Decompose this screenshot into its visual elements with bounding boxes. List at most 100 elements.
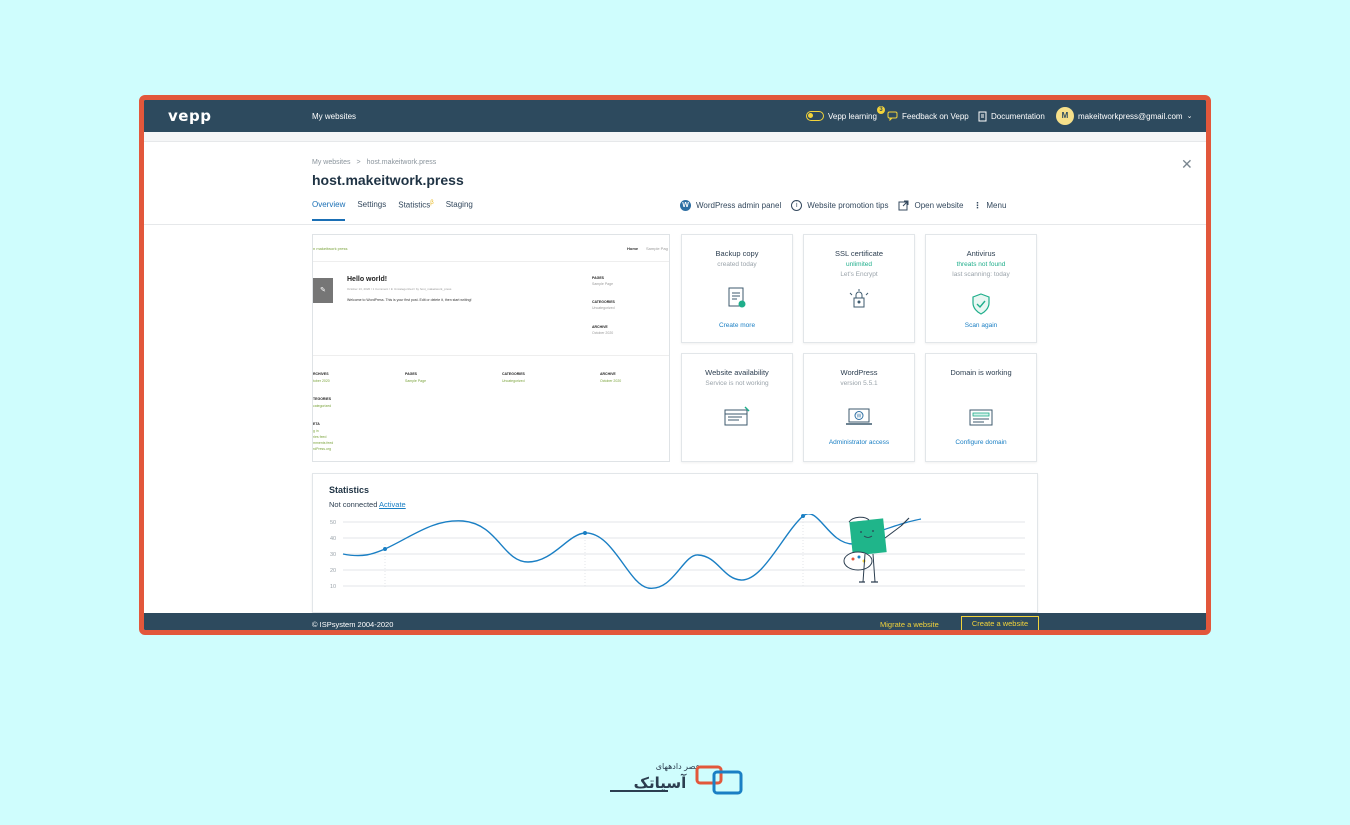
preview-footer-value: Sample Page [405,379,427,383]
wp-admin-label: WordPress admin panel [696,201,782,210]
breadcrumb-separator: > [356,159,361,166]
scan-again-link[interactable]: Scan again [964,322,998,329]
learning-toggle-icon [806,111,824,121]
wordpress-icon: W [680,200,691,211]
lock-icon [804,289,914,311]
preview-meta-heading: ETA [313,422,320,426]
create-more-link[interactable]: Create more [718,322,756,329]
preview-nav-home: Home [627,246,639,251]
preview-divider [313,355,669,356]
preview-post-title: Hello world! [347,276,388,283]
tab-settings[interactable]: Settings [357,200,387,209]
y-tick: 50 [330,520,336,526]
subheader-strip [144,132,1206,142]
card-subtitle: threats not found [956,261,1006,268]
statistics-status: Not connected Activate [329,500,406,509]
document-icon [978,111,987,122]
nav-my-websites[interactable]: My websites [312,112,357,121]
beta-mark: β [430,200,434,206]
statistics-status-text: Not connected [329,500,378,509]
ssl-card: SSL certificate unlimited Let's Encrypt [803,234,915,343]
wp-admin-button[interactable]: W WordPress admin panel [680,200,781,211]
preview-side-value: Sample Page [592,282,614,286]
chart-point [801,514,805,518]
tab-staging[interactable]: Staging [445,200,473,209]
y-tick: 10 [330,584,336,590]
learning-badge: 3 [877,106,885,114]
app-window: vepp My websites Vepp learning 3 Feedbac… [139,95,1211,635]
tab-divider [144,224,1206,225]
tab-statistics-label: Statistics [398,200,431,210]
vepp-logo[interactable]: vepp [168,107,212,125]
activate-link[interactable]: Activate [379,500,406,509]
page-title: host.makeitwork.press [312,172,464,188]
tab-overview[interactable]: Overview [312,200,346,221]
painter-mascot-illustration [843,516,910,583]
promotion-label: Website promotion tips [807,201,889,210]
breadcrumb-current: host.makeitwork.press [366,159,437,166]
feedback-button[interactable]: Feedback on Vepp [887,111,969,121]
card-subtitle: unlimited [845,261,872,268]
tab-statistics[interactable]: Statisticsβ [398,200,433,221]
availability-card: Website availability Service is not work… [681,353,793,462]
avatar: M [1056,107,1074,125]
pencil-icon: ✎ [313,278,333,303]
menu-button[interactable]: ⋮ Menu [973,201,1006,210]
preview-meta-link: g in [313,429,319,433]
preview-side-value: Uncategorized [592,306,615,310]
svg-text:W: W [857,414,862,420]
administrator-access-link[interactable]: Administrator access [828,439,890,446]
preview-side-heading: ARCHIVE [592,325,608,329]
preview-nav-sample: Sample Pag [646,246,668,251]
preview-side-value: October 2020 [592,331,614,335]
chevron-down-icon: ⌄ [1186,113,1193,120]
documentation-label: Documentation [991,112,1045,121]
preview-footer-heading: ARCHIVE [600,372,616,376]
chart-point [583,531,587,535]
card-title: Antivirus [966,249,996,258]
user-email: makeitworkpress@gmail.com [1078,111,1183,121]
preview-footer-heading: PAGES [405,372,417,376]
card-subtitle-2: last scanning: today [952,271,1010,278]
card-title: WordPress [840,368,878,377]
migrate-website-link[interactable]: Migrate a website [880,620,939,629]
copyright: © ISPsystem 2004-2020 [312,620,394,629]
tab-bar: Overview Settings Statisticsβ Staging [312,200,473,221]
user-menu[interactable]: M makeitworkpress@gmail.com ⌄ [1056,107,1192,125]
preview-post-body: Welcome to WordPress. This is your first… [347,298,472,302]
wordpress-laptop-icon: W [804,406,914,428]
promotion-tips-button[interactable]: i Website promotion tips [791,200,888,211]
action-bar: W WordPress admin panel i Website promot… [680,200,1006,211]
vepp-learning-button[interactable]: Vepp learning [806,111,877,121]
watermark-line1: عصر دادههای [656,762,701,771]
preview-side-heading: PAGES [592,276,604,280]
card-subtitle-2: Let's Encrypt [840,271,878,278]
website-preview[interactable]: n makeitwork press Home Sample Pag ✎ Hel… [312,234,670,462]
preview-footer-value: October 2020 [600,379,622,383]
backup-card: Backup copy created today Create more [681,234,793,343]
create-website-button[interactable]: Create a website [961,616,1039,630]
open-website-button[interactable]: Open website [898,200,963,211]
configure-domain-link[interactable]: Configure domain [955,439,1007,446]
asiatech-watermark-logo: عصر دادههای آسیاتک [606,758,746,798]
card-title: Website availability [705,368,769,377]
domain-icon [926,406,1036,428]
footer-bar: © ISPsystem 2004-2020 Migrate a website … [144,613,1206,630]
wordpress-card: WordPress version 5.5.1 W Administrator … [803,353,915,462]
close-icon[interactable]: ✕ [1181,156,1193,172]
breadcrumb-root[interactable]: My websites [312,159,351,166]
preview-header: n makeitwork press Home Sample Pag [313,235,669,262]
breadcrumb: My websites > host.makeitwork.press [312,159,436,166]
preview-meta-link: ries feed [313,435,327,439]
info-icon: i [791,200,803,211]
preview-categories-value: categorized [313,404,332,408]
antivirus-card: Antivirus threats not found last scannin… [925,234,1037,343]
chart-point [383,547,387,551]
documentation-button[interactable]: Documentation [978,111,1045,122]
preview-meta-link: rdPress.org [313,447,332,451]
browser-window-icon [682,406,792,428]
learning-label: Vepp learning [828,111,877,121]
statistics-chart: 50 40 30 20 10 [330,514,1025,590]
statistics-title: Statistics [329,485,370,495]
preview-side-heading: CATEGORIES [592,300,615,304]
